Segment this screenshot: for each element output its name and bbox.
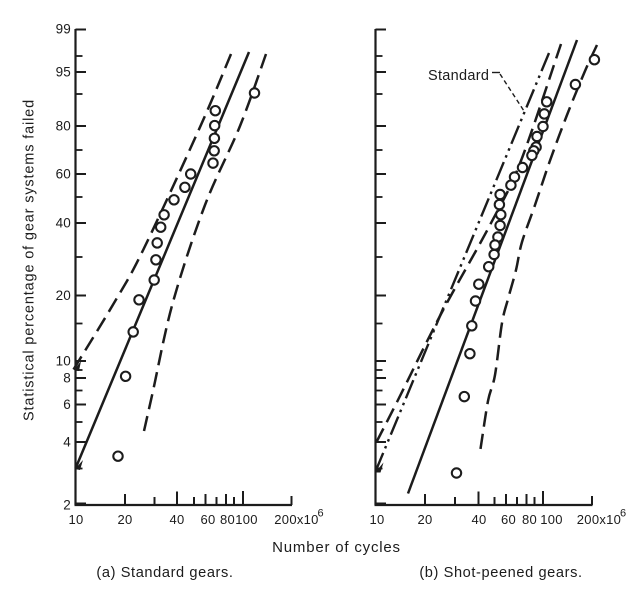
svg-text:10: 10 [369, 512, 384, 527]
svg-text:200x10: 200x10 [577, 512, 621, 527]
svg-text:40: 40 [169, 512, 184, 527]
svg-text:80: 80 [220, 512, 235, 527]
svg-text:6: 6 [318, 508, 324, 520]
svg-text:100: 100 [235, 512, 258, 527]
svg-text:200x10: 200x10 [274, 512, 318, 527]
svg-text:60: 60 [501, 512, 516, 527]
svg-text:(b) Shot-peened gears.: (b) Shot-peened gears. [419, 565, 582, 581]
svg-text:60: 60 [200, 512, 215, 527]
svg-text:20: 20 [117, 512, 132, 527]
svg-text:4: 4 [63, 435, 71, 450]
svg-text:8: 8 [63, 371, 71, 386]
svg-text:95: 95 [56, 65, 71, 80]
svg-text:6: 6 [63, 397, 71, 412]
svg-text:10: 10 [68, 512, 83, 527]
svg-text:20: 20 [417, 512, 432, 527]
svg-text:60: 60 [56, 167, 71, 182]
svg-text:80: 80 [56, 119, 71, 134]
svg-text:10: 10 [56, 354, 71, 369]
svg-text:40: 40 [471, 512, 486, 527]
svg-text:Number of cycles: Number of cycles [272, 539, 401, 556]
svg-text:Statistical percentage of gear: Statistical percentage of gear systems f… [22, 99, 38, 421]
svg-text:20: 20 [56, 288, 71, 303]
svg-text:Standard: Standard [428, 68, 489, 84]
svg-text:2: 2 [63, 498, 71, 513]
svg-text:(a) Standard gears.: (a) Standard gears. [96, 565, 233, 581]
svg-text:6: 6 [620, 508, 626, 520]
svg-text:100: 100 [540, 512, 563, 527]
svg-text:99: 99 [56, 22, 71, 37]
svg-text:80: 80 [522, 512, 537, 527]
svg-text:40: 40 [56, 216, 71, 231]
